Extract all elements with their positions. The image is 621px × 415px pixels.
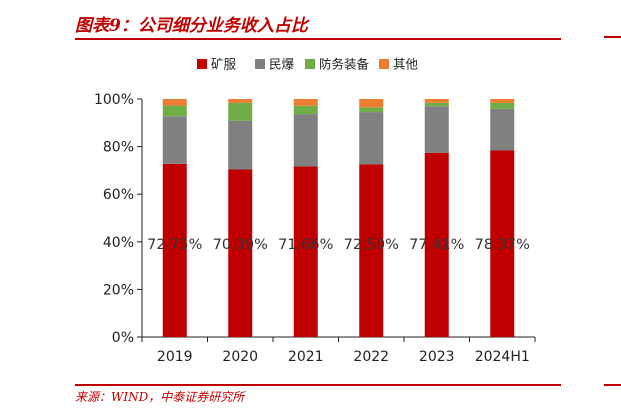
bar-segment bbox=[490, 102, 515, 109]
bar-segment bbox=[228, 120, 253, 170]
bar-segment bbox=[162, 116, 187, 164]
bar-segment bbox=[359, 99, 384, 108]
data-label: 71.66% bbox=[278, 237, 333, 253]
x-tick-label: 2020 bbox=[222, 349, 258, 365]
bar-segment bbox=[293, 99, 318, 106]
y-tick-label: 0% bbox=[112, 330, 134, 346]
legend-label: 矿服 bbox=[211, 57, 237, 72]
bar-segment bbox=[424, 106, 449, 153]
y-tick-label: 60% bbox=[103, 187, 134, 203]
data-label: 78.37% bbox=[475, 237, 530, 253]
y-tick-label: 100% bbox=[94, 92, 134, 108]
right-divider-top bbox=[604, 36, 621, 38]
legend-swatch bbox=[379, 59, 389, 69]
data-label: 70.39% bbox=[213, 237, 268, 253]
y-tick-label: 80% bbox=[103, 140, 134, 156]
x-tick-label: 2021 bbox=[288, 349, 324, 365]
bar-segment bbox=[228, 102, 253, 121]
legend-swatch bbox=[305, 59, 315, 69]
legend-label: 其他 bbox=[393, 57, 419, 72]
bar-segment bbox=[490, 108, 515, 151]
y-tick-label: 20% bbox=[103, 282, 134, 298]
bar-segment bbox=[490, 150, 515, 337]
data-label: 77.41% bbox=[409, 237, 464, 253]
bar-segment bbox=[293, 114, 318, 167]
bar-segment bbox=[162, 99, 187, 106]
x-tick-label: 2024H1 bbox=[475, 349, 530, 365]
stacked-bar-chart: 矿服 民爆 防务装备 其他 0% 20% 40% 60% 80% 100% 2019 72.75% 20… bbox=[94, 57, 536, 365]
bar-segment bbox=[359, 112, 384, 165]
bar-segment bbox=[228, 169, 253, 337]
bar-segment bbox=[490, 99, 515, 103]
legend-label: 民爆 bbox=[269, 57, 295, 72]
x-tick-label: 2023 bbox=[419, 349, 455, 365]
right-divider-bottom bbox=[604, 384, 621, 386]
source-note: 来源：WIND，中泰证券研究所 bbox=[75, 390, 245, 404]
legend-label: 防务装备 bbox=[319, 57, 370, 72]
legend-swatch bbox=[255, 59, 265, 69]
x-tick-label: 2022 bbox=[353, 349, 389, 365]
bar-segment bbox=[359, 164, 384, 337]
bar-segment bbox=[424, 99, 449, 103]
data-label: 72.75% bbox=[147, 237, 202, 253]
bar-segment bbox=[228, 99, 253, 103]
legend-swatch bbox=[197, 59, 207, 69]
data-label: 72.50% bbox=[344, 237, 399, 253]
x-tick-label: 2019 bbox=[157, 349, 193, 365]
y-tick-label: 40% bbox=[103, 235, 134, 251]
source-divider bbox=[75, 384, 561, 386]
figure-title: 图表9：公司细分业务收入占比 bbox=[75, 16, 308, 36]
bar-segment bbox=[293, 105, 318, 115]
title-bar: 图表9：公司细分业务收入占比 bbox=[75, 8, 561, 40]
bar-segment bbox=[424, 102, 449, 107]
bar-segment bbox=[293, 166, 318, 337]
bar-segment bbox=[162, 163, 187, 337]
bar-segment bbox=[162, 105, 187, 117]
bar-segment bbox=[359, 107, 384, 113]
bar-segment bbox=[424, 152, 449, 337]
